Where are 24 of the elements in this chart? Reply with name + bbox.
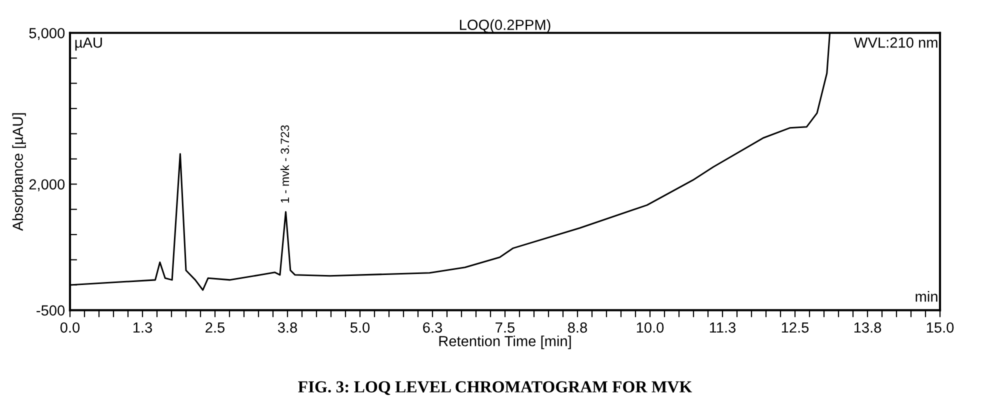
x-tick-label: 5.0 bbox=[350, 322, 370, 333]
x-tick-label: 15.0 bbox=[926, 322, 954, 333]
x-tick-label: 13.8 bbox=[854, 322, 882, 333]
x-tick-label: 2.5 bbox=[206, 322, 225, 333]
chart-title: LOQ(0.2PPM) bbox=[460, 19, 550, 33]
caption: FIG. 3: LOQ LEVEL CHROMATOGRAM FOR MVK bbox=[298, 381, 692, 396]
x-axis-title: Retention Time [min] bbox=[439, 336, 571, 350]
x-tick-label: 1.3 bbox=[133, 322, 152, 333]
annotation: 1 - mvk - 3.723 bbox=[280, 125, 290, 203]
annotation: WVL:210 nm bbox=[854, 37, 938, 48]
x-tick-label: 10.0 bbox=[636, 322, 664, 333]
y-axis-title: Absorbance [µAU] bbox=[12, 113, 26, 231]
x-tick-label: 11.3 bbox=[710, 322, 736, 333]
x-tick-label: 6.3 bbox=[423, 322, 442, 333]
y-tick-label: 5,000 bbox=[29, 28, 65, 40]
y-tick-label: -500 bbox=[36, 305, 65, 316]
x-tick-label: 3.8 bbox=[278, 322, 297, 333]
x-tick-label: 7.5 bbox=[496, 322, 515, 333]
annotation: µAU bbox=[75, 38, 102, 51]
x-tick-label: 8.8 bbox=[568, 322, 588, 333]
x-tick-label: 0.0 bbox=[60, 322, 80, 333]
annotation: min bbox=[916, 291, 938, 302]
y-tick-label: 2,000 bbox=[29, 179, 65, 192]
x-tick-label: 12.5 bbox=[782, 322, 809, 333]
